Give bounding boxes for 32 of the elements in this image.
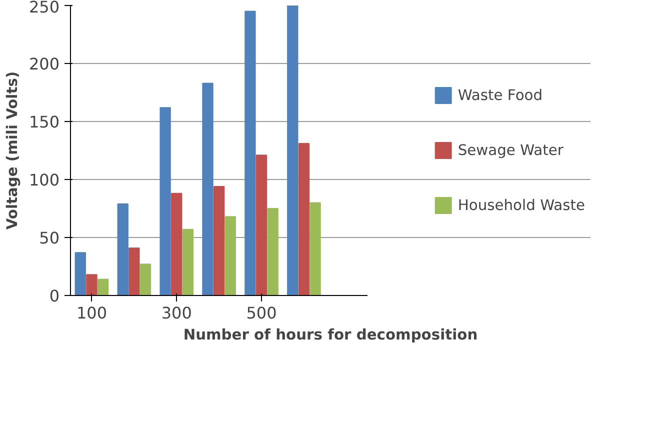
y-tick-label: 0 bbox=[49, 286, 60, 306]
legend-label: Waste Food bbox=[458, 86, 543, 104]
bar bbox=[97, 278, 109, 296]
legend-label: Household Waste bbox=[458, 196, 585, 214]
bar bbox=[267, 208, 278, 296]
bar bbox=[256, 154, 268, 296]
bar bbox=[117, 203, 128, 296]
bar bbox=[213, 186, 225, 296]
y-tick-label: 250 bbox=[28, 0, 60, 16]
bar bbox=[160, 107, 171, 296]
bar bbox=[171, 192, 182, 296]
x-tick-label: 500 bbox=[246, 304, 277, 322]
y-tick-label: 200 bbox=[28, 54, 60, 74]
bar bbox=[224, 216, 236, 296]
x-tick-label: 100 bbox=[76, 304, 107, 322]
x-axis-title: Number of hours for decomposition bbox=[183, 326, 478, 344]
bar bbox=[244, 10, 256, 296]
bar bbox=[182, 228, 194, 296]
bar bbox=[86, 274, 98, 296]
y-axis-title: Voltage (mili Volts) bbox=[4, 71, 21, 230]
y-tick-label: 50 bbox=[39, 228, 60, 248]
bar bbox=[74, 252, 86, 296]
y-tick-label: 100 bbox=[28, 170, 60, 190]
x-tick-label: 300 bbox=[161, 304, 192, 322]
bar bbox=[298, 143, 310, 296]
bar bbox=[202, 82, 214, 296]
bar bbox=[140, 264, 152, 296]
legend-label: Sewage Water bbox=[458, 142, 564, 158]
bar bbox=[310, 202, 321, 296]
bar bbox=[287, 6, 298, 296]
bar bbox=[128, 247, 140, 296]
y-tick-label: 150 bbox=[28, 112, 60, 132]
